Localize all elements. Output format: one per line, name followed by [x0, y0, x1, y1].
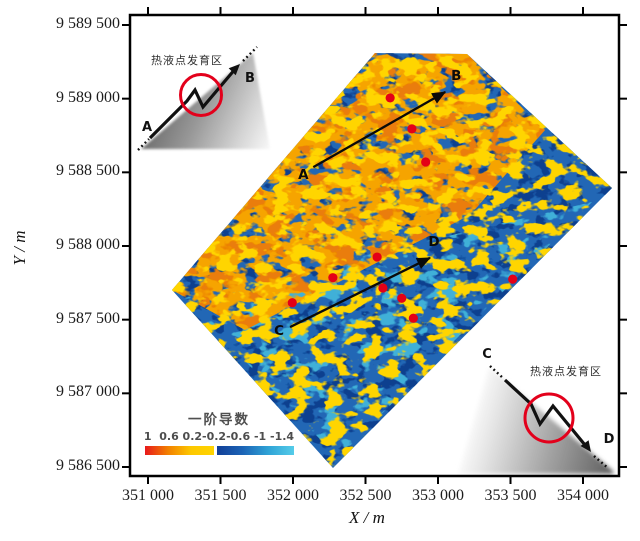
hydrothermal-point	[421, 157, 431, 167]
hydrothermal-point	[328, 273, 338, 283]
colorbar-legend: 一阶导数 1 0.6 0.2-0.2-0.6 -1 -1.4	[134, 408, 304, 455]
colorbar-cool-segment	[216, 446, 294, 455]
hydrothermal-point	[508, 274, 518, 284]
hydrothermal-point	[287, 298, 297, 308]
hydrothermal-point	[397, 293, 407, 303]
hydrothermal-point	[385, 93, 395, 103]
profile-end-label-D: D	[428, 234, 439, 250]
hydrothermal-point	[372, 252, 382, 262]
derivative-raster-map	[172, 53, 612, 468]
x-tick-label: 353 000	[412, 487, 464, 504]
inset-ab-profile-line	[148, 66, 238, 140]
x-tick-label: 351 500	[194, 487, 247, 504]
profile-end-label-B: B	[451, 68, 461, 84]
inset-cd-arrowhead-icon	[580, 440, 591, 452]
y-tick-label: 9 588 000	[56, 236, 120, 253]
hydrothermal-point	[407, 124, 417, 134]
profile-start-label-C: C	[274, 323, 284, 339]
inset-ab-arrowhead-icon	[228, 64, 240, 76]
inset-cd-dotted-end	[593, 455, 609, 469]
inset-ab-terrain-shading	[141, 53, 270, 149]
inset-profile-ab: 热液点发育区 A B	[137, 46, 270, 151]
x-tick-label: 354 000	[557, 487, 609, 504]
inset-ab-end-label: B	[245, 71, 255, 86]
inset-cd-start-label: C	[482, 347, 492, 362]
x-tick-label: 352 500	[339, 487, 392, 504]
x-tick-label: 351 000	[122, 487, 174, 504]
inset-ab-dotted-end	[242, 46, 258, 62]
y-tick-label: 9 588 500	[56, 162, 120, 180]
inset-cd-terrain-shading	[458, 367, 614, 474]
inset-profile-cd: 热液点发育区 C D	[458, 347, 615, 474]
profile-start-label-A: A	[298, 167, 309, 183]
colorbar-title: 一阶导数	[188, 412, 250, 428]
colorbar	[134, 446, 304, 455]
hydrothermal-point	[408, 313, 418, 323]
inset-cd-profile-line	[503, 378, 587, 447]
y-tick-label: 9 586 500	[56, 457, 120, 474]
y-tick-label: 9 589 000	[56, 88, 120, 106]
inset-ab-start-label: A	[142, 120, 152, 135]
inset-cd-hydrothermal-circle-icon	[523, 392, 575, 444]
hydrothermal-point	[378, 283, 388, 293]
x-tick-label: 353 500	[484, 487, 537, 504]
y-tick-label: 9 587 500	[56, 309, 120, 327]
map-yellow-speckle	[172, 53, 612, 468]
inset-ab-hydrothermal-circle-icon	[179, 73, 223, 117]
dynamic-layer: A B C D	[122, 7, 627, 484]
y-tick-label: 9 587 000	[56, 383, 120, 401]
colorbar-warm-segment	[144, 446, 214, 455]
x-tick-label: 352 000	[267, 487, 319, 504]
inset-cd-end-label: D	[604, 432, 615, 447]
inset-cd-dotted-start	[489, 365, 505, 380]
y-tick-label: 9 589 500	[56, 15, 120, 32]
colorbar-tick-labels: 1 0.6 0.2-0.2-0.6 -1 -1.4	[143, 430, 295, 443]
profile-arrow-CD	[289, 256, 431, 329]
x-axis-title: X / m	[349, 508, 385, 527]
inset-ab-zone-label: 热液点发育区	[151, 53, 223, 67]
inset-cd-zone-label: 热液点发育区	[530, 364, 602, 378]
profile-arrow-AB	[312, 91, 447, 169]
